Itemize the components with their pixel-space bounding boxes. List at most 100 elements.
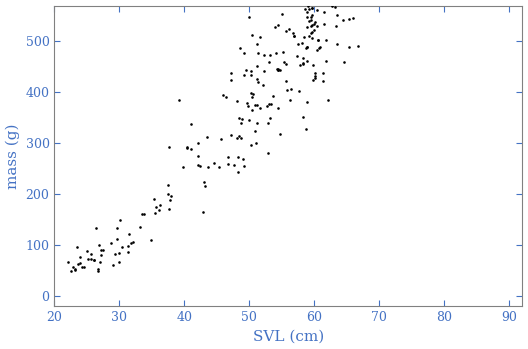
- Point: [309, 27, 318, 32]
- Point: [95, 243, 103, 248]
- Point: [310, 70, 319, 76]
- Point: [308, 6, 317, 11]
- Point: [303, 14, 311, 20]
- Point: [333, 13, 341, 18]
- Point: [281, 62, 290, 67]
- Point: [237, 135, 246, 141]
- Point: [256, 106, 264, 111]
- Point: [165, 207, 173, 212]
- Point: [111, 251, 119, 257]
- Point: [285, 97, 294, 103]
- Point: [349, 15, 357, 21]
- Point: [308, 22, 316, 28]
- Point: [116, 217, 124, 222]
- Point: [219, 92, 228, 98]
- Point: [315, 45, 323, 51]
- Point: [298, 40, 306, 46]
- Point: [282, 88, 291, 93]
- Point: [234, 133, 243, 139]
- Point: [303, 9, 311, 15]
- Point: [309, 62, 317, 68]
- Point: [259, 68, 268, 74]
- Point: [90, 258, 98, 263]
- Point: [227, 133, 235, 138]
- Point: [83, 249, 91, 254]
- Point: [253, 120, 261, 125]
- Point: [99, 248, 108, 253]
- Point: [248, 32, 256, 38]
- Point: [107, 240, 115, 245]
- Point: [204, 164, 212, 170]
- Point: [233, 135, 241, 141]
- Point: [288, 30, 297, 36]
- Point: [64, 259, 72, 265]
- Point: [251, 102, 259, 107]
- Point: [285, 27, 293, 32]
- Point: [235, 115, 243, 121]
- Point: [345, 17, 354, 22]
- Point: [265, 101, 274, 107]
- Point: [97, 247, 106, 253]
- Point: [196, 164, 204, 169]
- Point: [166, 197, 174, 203]
- Point: [331, 5, 339, 10]
- Point: [164, 144, 173, 150]
- Point: [264, 150, 272, 156]
- Point: [266, 116, 274, 121]
- Point: [295, 88, 303, 94]
- Point: [201, 184, 210, 189]
- Point: [303, 44, 311, 50]
- Point: [308, 35, 316, 40]
- Point: [322, 38, 331, 43]
- Point: [265, 59, 274, 65]
- Point: [112, 236, 121, 242]
- Point: [126, 240, 135, 246]
- Point: [73, 244, 81, 250]
- Point: [238, 116, 247, 122]
- Point: [302, 45, 310, 51]
- Point: [247, 142, 256, 148]
- Point: [274, 23, 282, 28]
- Point: [239, 72, 248, 77]
- Point: [269, 94, 277, 99]
- Point: [227, 77, 235, 82]
- Point: [309, 21, 318, 27]
- Point: [332, 23, 341, 29]
- Point: [299, 60, 307, 66]
- Point: [276, 131, 285, 136]
- Point: [307, 23, 315, 29]
- Point: [263, 103, 271, 109]
- Point: [239, 156, 248, 162]
- Point: [300, 34, 309, 40]
- Point: [252, 141, 260, 146]
- Point: [136, 224, 145, 230]
- Point: [313, 23, 321, 29]
- Point: [115, 250, 123, 256]
- Point: [224, 161, 232, 167]
- Point: [266, 52, 275, 58]
- Point: [109, 262, 117, 267]
- Point: [328, 3, 336, 8]
- Point: [314, 37, 323, 42]
- Point: [193, 153, 202, 159]
- Point: [240, 50, 248, 56]
- Point: [252, 64, 261, 69]
- Point: [281, 79, 290, 84]
- Point: [210, 161, 218, 166]
- Point: [251, 129, 259, 134]
- Point: [247, 68, 256, 74]
- Point: [295, 62, 304, 68]
- Point: [308, 5, 317, 10]
- Point: [175, 97, 184, 103]
- Y-axis label: mass (g): mass (g): [6, 123, 20, 188]
- Point: [253, 41, 261, 47]
- Point: [274, 105, 282, 111]
- Point: [87, 251, 96, 257]
- Point: [124, 243, 132, 248]
- Point: [147, 237, 155, 242]
- Point: [97, 252, 105, 257]
- Point: [96, 259, 105, 265]
- Point: [306, 17, 315, 23]
- Point: [80, 264, 88, 270]
- Point: [151, 210, 159, 216]
